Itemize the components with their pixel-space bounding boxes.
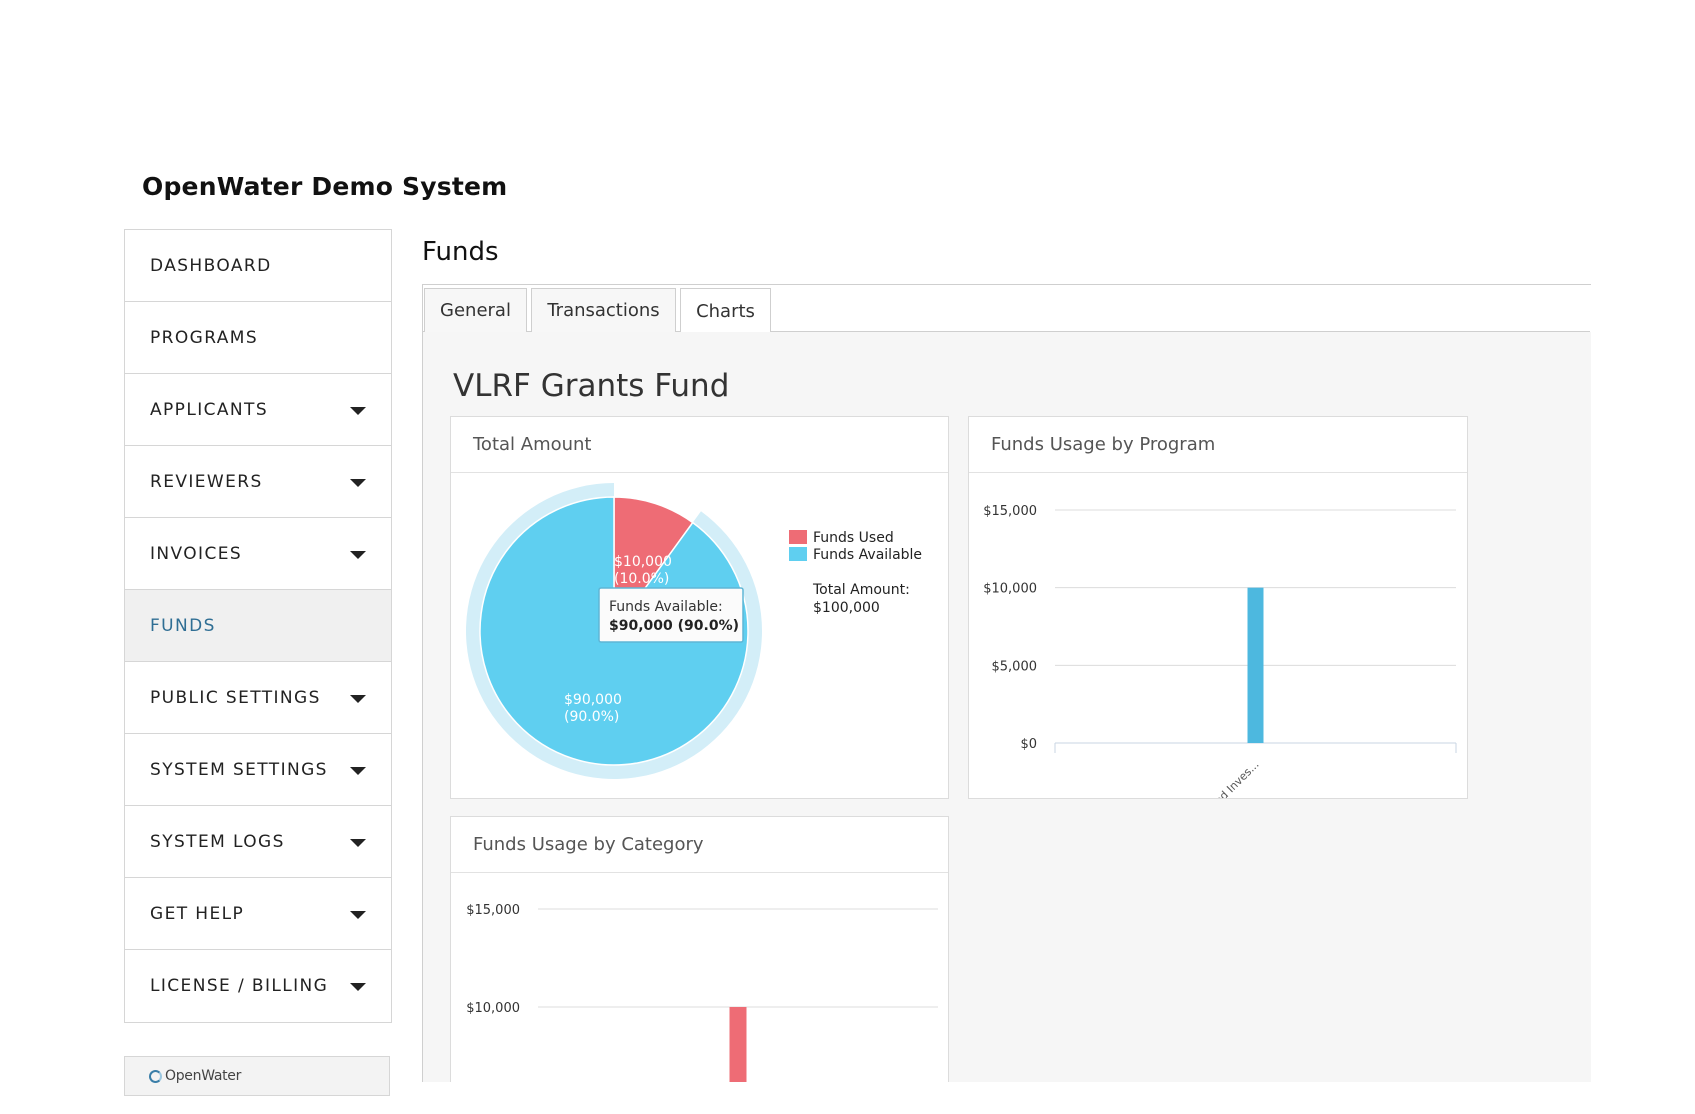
caret-down-icon[interactable] — [350, 407, 366, 415]
usage-by-category-panel: Funds Usage by Category $5,000$10,000$15… — [450, 816, 949, 1082]
page-title: Funds — [422, 237, 499, 267]
sidebar-item-label: DASHBOARD — [150, 255, 272, 276]
sidebar-item-label: SYSTEM SETTINGS — [150, 759, 328, 780]
usage-by-program-bar-chart: $0 $5,000 $10,000 $15,000 Established Inves.… — [983, 504, 1457, 842]
caret-down-icon[interactable] — [350, 839, 366, 847]
caret-down-icon[interactable] — [350, 479, 366, 487]
sidebar-item-label: PROGRAMS — [150, 327, 259, 348]
sidebar-item-label: SYSTEM LOGS — [150, 831, 285, 852]
sidebar-item-public-settings[interactable]: PUBLIC SETTINGS — [125, 662, 391, 734]
total-amount-panel: Total Amount $10,000 (10.0%) $90,000 (90.0%… — [450, 416, 949, 799]
pie-tooltip-value: $90,000 (90.0%) — [609, 618, 739, 634]
sidebar-item-reviewers[interactable]: REVIEWERS — [125, 446, 391, 518]
legend-swatch — [789, 547, 807, 561]
sidebar-item-label: LICENSE / BILLING — [150, 976, 329, 996]
openwater-logo-text: OpenWater — [165, 1068, 242, 1084]
sidebar-item-programs[interactable]: PROGRAMS — [125, 302, 391, 374]
openwater-logo-icon — [149, 1069, 162, 1083]
sidebar-item-invoices[interactable]: INVOICES — [125, 518, 391, 590]
pie-total-value: $100,000 — [813, 600, 880, 616]
pie-tooltip — [598, 587, 744, 643]
legend-swatch — [789, 530, 807, 544]
sidebar-item-applicants[interactable]: APPLICANTS — [125, 374, 391, 446]
sidebar-item-system-logs[interactable]: SYSTEM LOGS — [125, 806, 391, 878]
y-tick-label: $15,000 — [466, 903, 520, 918]
caret-down-icon[interactable] — [350, 911, 366, 919]
y-tick-label: $15,000 — [983, 504, 1037, 519]
panel-title: Funds Usage by Category — [451, 817, 948, 873]
sidebar-item-license-billing[interactable]: LICENSE / BILLING — [125, 950, 391, 1022]
sidebar-item-label: REVIEWERS — [150, 471, 263, 492]
pie-slice-label: $10,000 — [614, 554, 672, 570]
sidebar-item-label: APPLICANTS — [150, 399, 269, 420]
sidebar-item-label: GET HELP — [150, 903, 245, 924]
pie-total-label: Total Amount: — [812, 582, 910, 598]
sidebar-item-funds[interactable]: FUNDS — [125, 590, 391, 662]
caret-down-icon[interactable] — [350, 695, 366, 703]
pie-tooltip-title: Funds Available: — [609, 599, 723, 615]
tab-bar-divider — [422, 331, 1590, 332]
y-tick-label: $5,000 — [992, 659, 1038, 674]
app-title: OpenWater Demo System — [142, 172, 508, 201]
tab-general[interactable]: General — [424, 288, 527, 332]
tab-charts[interactable]: Charts — [680, 288, 771, 333]
openwater-logo[interactable]: OpenWater — [124, 1056, 390, 1096]
bar — [1247, 587, 1264, 743]
panel-title: Funds Usage by Program — [969, 417, 1467, 473]
tab-transactions[interactable]: Transactions — [531, 288, 676, 332]
y-tick-label: $0 — [1020, 737, 1037, 752]
panel-title: Total Amount — [451, 417, 948, 473]
charts-content: VLRF Grants Fund Total Amount $10,000 (10… — [422, 332, 1591, 1082]
sidebar-item-system-settings[interactable]: SYSTEM SETTINGS — [125, 734, 391, 806]
legend-label: Funds Used — [813, 530, 894, 546]
pie-slice-label: (90.0%) — [564, 709, 619, 725]
bar — [729, 1007, 747, 1082]
y-tick-label: $10,000 — [983, 582, 1037, 597]
sidebar-item-label: FUNDS — [150, 615, 216, 636]
sidebar-nav: DASHBOARD PROGRAMS APPLICANTS REVIEWERS … — [124, 229, 392, 1023]
y-tick-label: $10,000 — [466, 1001, 520, 1016]
total-amount-pie-chart: $10,000(10.0%) $90,000(90.0%) Funds Availa… — [466, 483, 922, 779]
sidebar-item-dashboard[interactable]: DASHBOARD — [125, 230, 391, 302]
legend-label: Funds Available — [813, 547, 922, 563]
sidebar-item-label: PUBLIC SETTINGS — [150, 687, 321, 708]
pie-slice-label: $90,000 — [564, 692, 622, 708]
x-tick-label: Established Inves... — [1177, 758, 1261, 798]
tab-bar — [422, 284, 1591, 333]
usage-by-category-bar-chart: $5,000$10,000$15,000 — [466, 903, 938, 1082]
sidebar-item-get-help[interactable]: GET HELP — [125, 878, 391, 950]
pie-slice-label: (10.0%) — [614, 571, 669, 587]
caret-down-icon[interactable] — [350, 551, 366, 559]
sidebar-item-label: INVOICES — [150, 543, 243, 564]
caret-down-icon[interactable] — [350, 767, 366, 775]
usage-by-program-panel: Funds Usage by Program $0 $5,000 $10,000 $1… — [968, 416, 1468, 842]
caret-down-icon[interactable] — [350, 983, 366, 991]
fund-title: VLRF Grants Fund — [453, 368, 730, 404]
